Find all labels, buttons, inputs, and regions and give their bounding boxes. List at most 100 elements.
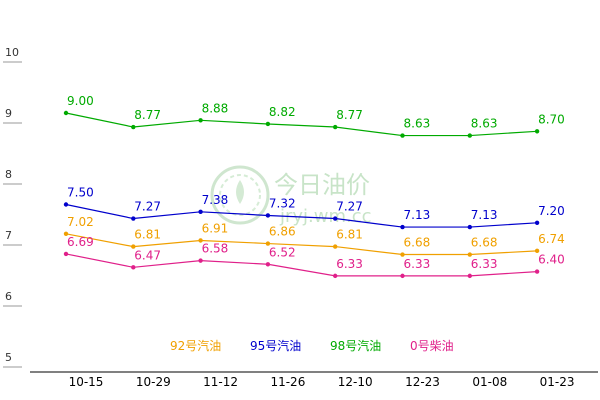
series-1: 7.50 7.27 7.38 7.32 7.27 7.13 7.13 7.20 bbox=[63, 186, 565, 230]
data-point bbox=[63, 251, 69, 257]
data-point bbox=[265, 262, 271, 267]
x-tick-label: 10-29 bbox=[136, 375, 171, 389]
x-tick-label: 11-12 bbox=[203, 375, 238, 389]
data-label: 8.82 bbox=[269, 105, 296, 119]
legend-entry: 98号汽油 bbox=[330, 338, 381, 353]
data-label: 6.68 bbox=[404, 236, 431, 250]
data-point bbox=[198, 238, 203, 243]
data-label: 8.88 bbox=[202, 101, 229, 115]
data-point bbox=[534, 248, 540, 254]
data-label: 6.40 bbox=[538, 253, 565, 267]
y-tick-label: 8 bbox=[5, 168, 12, 181]
data-point bbox=[333, 124, 338, 130]
data-point bbox=[131, 265, 136, 270]
data-label: 6.52 bbox=[269, 245, 296, 259]
data-label: 7.38 bbox=[202, 193, 229, 207]
data-label: 6.68 bbox=[471, 236, 498, 250]
data-point bbox=[131, 216, 136, 221]
legend-entry: 0号柴油 bbox=[410, 339, 454, 353]
x-axis: 10-15 10-29 11-12 11-26 12-10 12-23 01-08 01-23 bbox=[69, 375, 575, 389]
y-axis: 5 6 7 8 9 10 bbox=[3, 46, 22, 368]
data-point bbox=[265, 121, 271, 127]
data-point bbox=[265, 213, 271, 218]
data-point bbox=[467, 133, 472, 138]
data-label: 8.63 bbox=[404, 117, 431, 131]
x-tick-label: 12-23 bbox=[405, 375, 440, 389]
series-2: 9.00 8.77 8.88 8.82 8.77 8.63 8.63 8.70 bbox=[63, 94, 565, 138]
y-tick-label: 7 bbox=[5, 229, 12, 242]
data-label: 7.32 bbox=[269, 196, 296, 210]
watermark: 今日油价 jryj.wm.cc bbox=[210, 165, 372, 227]
data-label: 8.77 bbox=[134, 108, 161, 122]
data-point bbox=[534, 220, 540, 225]
data-point bbox=[400, 273, 405, 279]
data-label: 8.63 bbox=[471, 117, 498, 131]
data-point bbox=[333, 216, 338, 221]
data-label: 6.47 bbox=[134, 248, 161, 262]
data-point bbox=[534, 269, 540, 274]
data-label: 6.33 bbox=[471, 257, 498, 271]
data-point bbox=[534, 129, 540, 134]
data-label: 7.13 bbox=[404, 208, 431, 222]
data-point bbox=[400, 252, 405, 257]
data-point bbox=[467, 273, 472, 279]
data-point bbox=[467, 224, 472, 230]
data-point bbox=[333, 244, 338, 249]
data-label: 9.00 bbox=[67, 94, 94, 108]
watermark-url: jryj.wm.cc bbox=[279, 206, 372, 227]
data-label: 8.70 bbox=[538, 112, 565, 126]
x-tick-label: 01-08 bbox=[472, 375, 507, 389]
data-point bbox=[131, 124, 136, 130]
data-label: 7.27 bbox=[336, 200, 363, 214]
gauge-logo-icon bbox=[210, 165, 270, 225]
series-line bbox=[65, 253, 538, 277]
data-label: 7.27 bbox=[134, 200, 161, 214]
series-0: 7.02 6.81 6.91 6.86 6.81 6.68 6.68 6.74 bbox=[63, 215, 565, 257]
data-label: 6.69 bbox=[67, 235, 94, 249]
series-line bbox=[65, 203, 538, 228]
series-line bbox=[65, 233, 538, 256]
x-tick-label: 01-23 bbox=[540, 375, 575, 389]
data-label: 6.81 bbox=[336, 228, 363, 242]
data-label: 6.81 bbox=[134, 228, 161, 242]
y-tick-label: 9 bbox=[5, 107, 12, 120]
watermark-name: 今日油价 bbox=[274, 171, 370, 199]
data-point bbox=[333, 273, 338, 279]
data-label: 6.33 bbox=[404, 257, 431, 271]
y-tick-label: 6 bbox=[5, 290, 12, 303]
x-tick-label: 10-15 bbox=[69, 375, 104, 389]
series-line bbox=[65, 112, 538, 137]
data-point bbox=[400, 224, 405, 230]
data-point bbox=[63, 231, 69, 236]
data-point bbox=[198, 209, 203, 215]
legend-entry: 92号汽油 bbox=[170, 338, 221, 353]
data-label: 7.20 bbox=[538, 204, 565, 218]
data-label: 7.50 bbox=[67, 186, 94, 200]
data-label: 6.91 bbox=[202, 221, 229, 235]
data-point bbox=[198, 258, 203, 263]
legend-entry: 95号汽油 bbox=[250, 338, 301, 353]
y-tick-label: 5 bbox=[5, 351, 12, 364]
x-tick-label: 12-10 bbox=[338, 375, 373, 389]
data-point bbox=[131, 244, 136, 249]
data-point bbox=[467, 252, 472, 257]
data-point bbox=[63, 202, 69, 207]
data-label: 8.77 bbox=[336, 108, 363, 122]
data-label: 6.86 bbox=[269, 225, 296, 239]
data-label: 7.13 bbox=[471, 208, 498, 222]
series-layer: 7.02 6.81 6.91 6.86 6.81 6.68 6.68 6.74 7.50 7.27… bbox=[63, 94, 565, 279]
data-point bbox=[265, 241, 271, 246]
y-tick-label: 10 bbox=[5, 46, 19, 59]
data-point bbox=[198, 118, 203, 123]
legend: 92号汽油 95号汽油 98号汽油 0号柴油 bbox=[170, 338, 454, 353]
data-point bbox=[63, 110, 69, 116]
data-label: 6.33 bbox=[336, 257, 363, 271]
data-point bbox=[400, 133, 405, 138]
series-3: 6.69 6.47 6.58 6.52 6.33 6.33 6.33 6.40 bbox=[63, 235, 565, 279]
data-label: 7.02 bbox=[67, 215, 94, 229]
x-tick-label: 11-26 bbox=[270, 375, 305, 389]
data-label: 6.74 bbox=[538, 232, 565, 246]
data-label: 6.58 bbox=[202, 242, 229, 256]
